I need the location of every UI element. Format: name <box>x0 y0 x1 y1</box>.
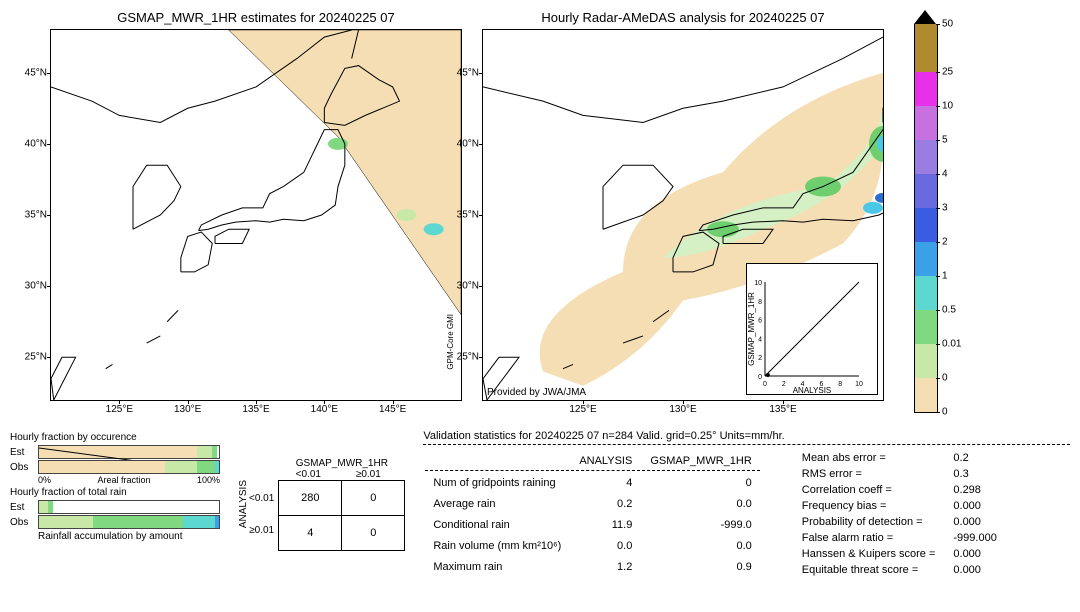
areal-100: 100% <box>197 475 220 485</box>
colorbar-arrow-icon <box>914 10 936 24</box>
total-obs-bar <box>38 515 220 529</box>
svg-text:4: 4 <box>758 336 762 343</box>
obs-label-2: Obs <box>10 517 38 528</box>
val-row-label: Maximum rain <box>425 558 569 577</box>
metric-label: False alarm ratio = <box>794 531 944 545</box>
validation-stats: Validation statistics for 20240225 07 n=… <box>423 430 1070 579</box>
metric-label: Mean abs error = <box>794 451 944 465</box>
metric-label: RMS error = <box>794 467 944 481</box>
svg-text:10: 10 <box>855 381 863 388</box>
validation-metrics: Mean abs error =0.2RMS error =0.3Correla… <box>792 449 1007 579</box>
svg-text:0: 0 <box>758 374 762 381</box>
cont-cell-00: 280 <box>279 481 342 516</box>
occurrence-title: Hourly fraction by occurence <box>10 432 220 443</box>
contingency-table: 2800 40 <box>278 480 405 551</box>
validation-title: Validation statistics for 20240225 07 n=… <box>423 430 1070 445</box>
metric-label: Correlation coeff = <box>794 483 944 497</box>
right-map-frame: 45°N40°N35°N30°N25°N125°E130°E135°EProvi… <box>482 29 884 401</box>
svg-text:10: 10 <box>754 280 762 287</box>
svg-text:GSMAP_MWR_1HR: GSMAP_MWR_1HR <box>747 292 756 366</box>
left-map-panel: GSMAP_MWR_1HR estimates for 20240225 07 … <box>50 10 462 412</box>
total-title: Hourly fraction of total rain <box>10 487 220 498</box>
svg-text:8: 8 <box>758 299 762 306</box>
svg-text:2: 2 <box>782 381 786 388</box>
cont-row-title: ANALYSIS <box>238 480 249 528</box>
areal-0: 0% <box>38 475 51 485</box>
occurrence-obs-bar <box>38 460 220 474</box>
svg-text:ANALYSIS: ANALYSIS <box>793 386 832 394</box>
val-row-label: Num of gridpoints raining <box>425 473 569 492</box>
est-label: Est <box>10 447 38 458</box>
svg-text:2: 2 <box>758 355 762 362</box>
inset-scatter: 00224466881010ANALYSISGSMAP_MWR_1HR <box>746 263 878 395</box>
metric-label: Frequency bias = <box>794 499 944 513</box>
cont-col-title: GSMAP_MWR_1HR <box>278 458 405 469</box>
val-col2: GSMAP_MWR_1HR <box>642 451 759 471</box>
cont-row-0: <0.01 <box>249 483 274 515</box>
val-row-label: Rain volume (mm km²10⁶) <box>425 537 569 556</box>
left-map-title: GSMAP_MWR_1HR estimates for 20240225 07 <box>50 10 462 25</box>
val-row-label: Conditional rain <box>425 515 569 534</box>
metric-label: Equitable threat score = <box>794 563 944 577</box>
val-row-label: Average rain <box>425 494 569 513</box>
svg-text:0: 0 <box>763 381 767 388</box>
rain-accum-label: Rainfall accumulation by amount <box>38 531 220 542</box>
svg-text:6: 6 <box>758 318 762 325</box>
bottom-row: Hourly fraction by occurence Est Obs 0% A… <box>10 430 1070 579</box>
right-map-panel: Hourly Radar-AMeDAS analysis for 2024022… <box>482 10 884 412</box>
swath-label: GPM-Core GMI <box>446 314 455 370</box>
colorbar: 502510543210.50.0100 <box>914 10 936 412</box>
cont-cell-10: 4 <box>279 516 342 551</box>
svg-text:8: 8 <box>838 381 842 388</box>
barcharts: Hourly fraction by occurence Est Obs 0% A… <box>10 430 220 579</box>
cont-cell-11: 0 <box>342 516 405 551</box>
cont-col-1: ≥0.01 <box>338 469 398 480</box>
est-label-2: Est <box>10 502 38 513</box>
validation-table: ANALYSISGSMAP_MWR_1HR Num of gridpoints … <box>423 449 761 579</box>
colorbar-segments: 502510543210.50.0100 <box>914 24 936 412</box>
val-col1: ANALYSIS <box>571 451 640 471</box>
top-row: GSMAP_MWR_1HR estimates for 20240225 07 … <box>10 10 1070 412</box>
provided-by: Provided by JWA/JMA <box>487 387 586 398</box>
areal-label: Areal fraction <box>97 475 150 485</box>
metric-label: Probability of detection = <box>794 515 944 529</box>
metric-label: Hanssen & Kuipers score = <box>794 547 944 561</box>
obs-label: Obs <box>10 462 38 473</box>
cont-col-0: <0.01 <box>278 469 338 480</box>
contingency: ANALYSIS <0.01 ≥0.01 GSMAP_MWR_1HR <0.01… <box>238 430 405 579</box>
right-map-title: Hourly Radar-AMeDAS analysis for 2024022… <box>482 10 884 25</box>
cont-row-1: ≥0.01 <box>249 515 274 547</box>
occurrence-est-bar <box>38 445 220 459</box>
left-map-frame: 45°N40°N35°N30°N25°N125°E130°E135°E140°E… <box>50 29 462 401</box>
total-est-bar <box>38 500 220 514</box>
cont-cell-01: 0 <box>342 481 405 516</box>
